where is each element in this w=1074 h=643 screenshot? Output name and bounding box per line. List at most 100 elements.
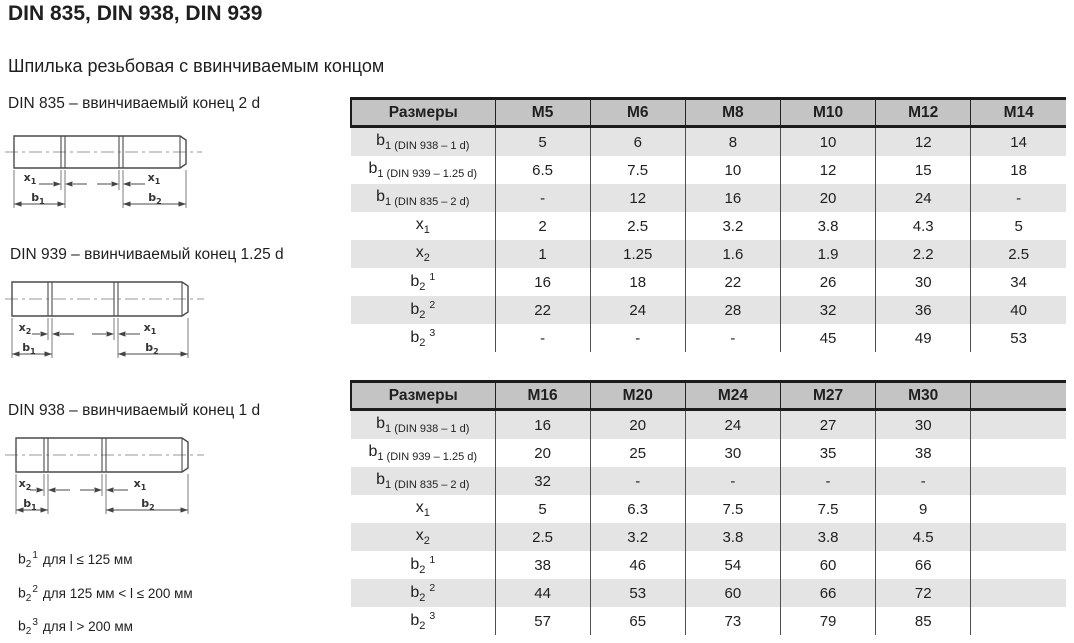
value-cell: 1 <box>495 240 591 268</box>
diagram-label-din835: DIN 835 – ввинчиваемый конец 2 d <box>8 95 261 112</box>
value-cell: 25 <box>590 439 686 467</box>
page-subtitle: Шпилька резьбовая с ввинчиваемым концом <box>8 56 385 76</box>
dim-label-b-right: b2 <box>145 341 158 356</box>
row-label: b23 <box>351 324 496 352</box>
value-cell: 3.8 <box>780 212 877 240</box>
value-cell: 16 <box>685 184 781 212</box>
value-cell: 5 <box>495 126 591 156</box>
value-cell: - <box>780 467 877 495</box>
dim-label-b-left: b1 <box>23 497 37 512</box>
footnote-3: b23 для l > 200 мм <box>18 617 133 638</box>
value-cell: 34 <box>1010 273 1027 291</box>
row-label: b22 <box>351 296 496 324</box>
value-cell: 6.5 <box>495 156 591 184</box>
table-row: b23- - -45 49 53 <box>351 324 1066 352</box>
value-cell: - <box>590 467 686 495</box>
table-row: b21 16 18 22 26 30 34 <box>351 268 1066 296</box>
dim-label-x-right: x1 <box>148 171 161 186</box>
value-cell: 66 <box>780 579 877 607</box>
footnote-1: b21 для l ≤ 125 мм <box>18 550 133 571</box>
diagram-label-din938: DIN 938 – ввинчиваемый конец 1 d <box>8 402 261 419</box>
value-cell: 38 <box>495 551 591 579</box>
value-cell <box>971 495 1066 523</box>
value-cell: - <box>495 324 591 352</box>
table-row: b1 (DIN 835 – 2 d) 32- - - - <box>351 467 1066 495</box>
row-label: b1 (DIN 938 – 1 d) <box>351 409 496 439</box>
dim-label-x-left: x2 <box>19 321 32 336</box>
column-header: M24 <box>685 380 781 411</box>
value-cell: 5 <box>1014 217 1023 235</box>
column-header: M14 <box>970 97 1066 128</box>
value-cell: 22 <box>685 268 781 296</box>
value-cell: 30 <box>875 409 972 439</box>
value-cell: 3.2 <box>685 212 781 240</box>
row-label: x2 <box>351 240 496 268</box>
value-cell: 9 <box>875 495 972 523</box>
column-header <box>970 380 1066 411</box>
value-cell: - <box>495 184 591 212</box>
table-row: b23 57 65 73 79 85 <box>351 607 1066 635</box>
value-cell: - <box>685 324 781 352</box>
value-cell: 5 <box>495 495 591 523</box>
value-cell: 4.3 <box>875 212 972 240</box>
value-cell: 12 <box>875 126 972 156</box>
value-cell: 7.5 <box>780 495 877 523</box>
table-row: b21 38 46 54 60 66 <box>351 551 1066 579</box>
dim-label-b-left: b1 <box>31 191 45 206</box>
value-cell: 57 <box>495 607 591 635</box>
value-cell: 49 <box>875 324 972 352</box>
footnote-2: b22 для 125 мм < l ≤ 200 мм <box>18 584 193 605</box>
column-header: Размеры <box>350 380 496 411</box>
row-label: b21 <box>351 268 496 296</box>
row-label: x2 <box>351 523 496 551</box>
row-label: b22 <box>351 579 496 607</box>
table-row: x2 2.5 3.2 3.8 3.8 4.5 <box>351 523 1066 551</box>
value-cell: 60 <box>780 551 877 579</box>
value-cell: 18 <box>1010 161 1027 179</box>
value-cell <box>971 410 1066 440</box>
value-cell: 54 <box>685 551 781 579</box>
value-cell: 3.2 <box>590 523 686 551</box>
value-cell: 20 <box>495 439 591 467</box>
value-cell <box>971 523 1066 551</box>
value-cell: 2.5 <box>590 212 686 240</box>
value-cell: 7.5 <box>685 495 781 523</box>
value-cell: 6.3 <box>590 495 686 523</box>
value-cell: - <box>685 467 781 495</box>
dim-label-b-right: b2 <box>141 497 154 512</box>
row-label: b1 (DIN 835 – 2 d) <box>351 467 496 495</box>
stud-drawing-din938: x2 x1 b1 b2 <box>5 437 204 514</box>
value-cell: 45 <box>780 324 877 352</box>
value-cell: 20 <box>780 184 877 212</box>
value-cell: 1.9 <box>780 240 877 268</box>
dim-label-b-left: b1 <box>22 341 36 356</box>
value-cell: 14 <box>1010 133 1027 151</box>
value-cell: 79 <box>780 607 877 635</box>
value-cell: 1.25 <box>590 240 686 268</box>
value-cell: - <box>1016 189 1022 207</box>
value-cell <box>971 579 1066 607</box>
value-cell: 1.6 <box>685 240 781 268</box>
value-cell: 2.2 <box>875 240 972 268</box>
value-cell: 66 <box>875 551 972 579</box>
column-header: M12 <box>875 97 972 128</box>
value-cell: 85 <box>875 607 972 635</box>
dim-label-x-left: x1 <box>24 171 37 186</box>
value-cell: - <box>590 324 686 352</box>
dim-label-x-left: x2 <box>19 477 32 492</box>
column-header: M30 <box>875 380 972 411</box>
value-cell: 2 <box>495 212 591 240</box>
column-header: M20 <box>590 380 686 411</box>
value-cell: 20 <box>590 409 686 439</box>
page-title: DIN 835, DIN 938, DIN 939 <box>8 2 263 25</box>
table-row: b22 44 53 60 66 72 <box>351 579 1066 607</box>
value-cell: 3.8 <box>685 523 781 551</box>
value-cell: 72 <box>875 579 972 607</box>
value-cell: 18 <box>590 268 686 296</box>
stud-drawing-din939: x2 x1 b1 b2 <box>5 281 204 358</box>
value-cell: 22 <box>495 296 591 324</box>
value-cell: 16 <box>495 409 591 439</box>
column-header: M16 <box>495 380 591 411</box>
dim-label-x-right: x1 <box>144 321 157 336</box>
column-header: M8 <box>685 97 781 128</box>
